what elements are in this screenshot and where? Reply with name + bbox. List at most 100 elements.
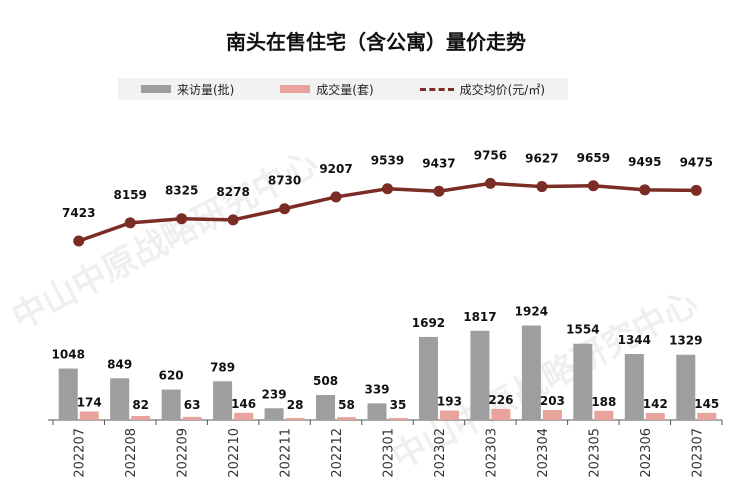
- data-label-visits: 1924: [515, 305, 548, 319]
- bar-deals: [645, 413, 665, 420]
- point-price: [484, 177, 496, 189]
- legend-label-deals: 成交量(套): [316, 82, 374, 97]
- x-tick-label: 202211: [279, 428, 294, 478]
- point-price: [639, 184, 651, 196]
- bar-deals: [234, 412, 254, 420]
- bar-deals: [542, 410, 562, 420]
- data-label-visits: 1048: [52, 348, 85, 362]
- bar-deals: [285, 418, 305, 420]
- x-tick-label: 202301: [382, 428, 397, 478]
- bar-deals: [388, 418, 408, 420]
- x-tick-label: 202302: [433, 428, 448, 478]
- data-label-price: 9539: [371, 154, 404, 168]
- data-label-price: 9627: [525, 152, 558, 166]
- bar-visits: [676, 354, 696, 420]
- legend-swatch-visits: [140, 85, 171, 93]
- bar-visits: [213, 381, 233, 420]
- data-label-price: 7423: [62, 206, 95, 220]
- point-price: [176, 213, 188, 225]
- x-tick-label: 202208: [124, 428, 139, 478]
- point-price: [227, 214, 239, 226]
- bar-visits: [316, 395, 336, 420]
- data-label-price: 9437: [422, 156, 455, 170]
- x-tick-label: 202306: [639, 428, 654, 478]
- legend-swatch-deals: [280, 85, 311, 93]
- data-label-visits: 789: [210, 360, 235, 374]
- bar-visits: [470, 330, 490, 420]
- bar-visits: [110, 378, 130, 420]
- bar-deals: [131, 415, 151, 420]
- data-label-deals: 63: [184, 398, 201, 412]
- data-label-price: 9207: [319, 162, 352, 176]
- data-label-price: 8159: [113, 188, 146, 202]
- point-price: [124, 217, 136, 229]
- data-label-deals: 188: [591, 395, 616, 409]
- x-tick-label: 202303: [484, 428, 499, 478]
- bar-visits: [624, 354, 644, 420]
- data-label-price: 9495: [628, 155, 661, 169]
- point-price: [382, 183, 393, 195]
- data-label-price: 9659: [577, 151, 610, 165]
- data-label-visits: 339: [364, 382, 389, 396]
- watermark-text: 中山中原战略研究中心: [5, 143, 324, 338]
- point-price: [587, 180, 599, 192]
- data-label-visits: 508: [313, 374, 338, 388]
- data-label-deals: 146: [231, 397, 256, 411]
- x-tick-label: 202210: [227, 428, 242, 478]
- point-price: [279, 203, 291, 215]
- data-label-visits: 1554: [566, 323, 599, 337]
- data-label-deals: 174: [77, 395, 102, 409]
- data-label-visits: 1329: [669, 334, 702, 348]
- data-label-price: 8278: [216, 185, 249, 199]
- data-label-deals: 142: [643, 397, 668, 411]
- bar-deals: [491, 408, 511, 420]
- x-tick-label: 202307: [690, 428, 705, 478]
- bar-visits: [264, 408, 284, 420]
- bar-deals: [79, 411, 99, 420]
- chart-title: 南头在售住宅（含公寓）量价走势: [226, 30, 526, 54]
- legend-item-deals: 成交量(套): [280, 81, 374, 98]
- bar-visits: [367, 403, 387, 420]
- data-label-deals: 35: [390, 398, 407, 412]
- data-label-deals: 193: [437, 395, 462, 409]
- x-tick-label: 202304: [536, 428, 551, 478]
- x-tick-label: 202212: [330, 428, 345, 478]
- data-label-price: 9756: [474, 148, 507, 162]
- bar-visits: [521, 325, 541, 420]
- data-label-visits: 849: [107, 357, 132, 371]
- chart-legend: 来访量(批) 成交量(套) 成交均价(元/㎡): [118, 78, 568, 100]
- x-tick-label: 202207: [73, 428, 88, 478]
- legend-label-visits: 来访量(批): [176, 82, 235, 97]
- x-tick-label: 202209: [176, 428, 191, 478]
- legend-swatch-price: [419, 87, 454, 91]
- bar-deals: [439, 410, 459, 420]
- data-label-price: 8730: [268, 174, 301, 188]
- legend-label-price: 成交均价(元/㎡): [459, 82, 546, 97]
- bar-deals: [182, 416, 202, 420]
- point-price: [73, 235, 85, 247]
- data-label-deals: 58: [338, 398, 355, 412]
- bar-visits: [573, 343, 593, 420]
- data-label-deals: 145: [694, 397, 719, 411]
- x-tick-label: 202305: [587, 428, 602, 478]
- point-price: [433, 185, 445, 197]
- data-label-deals: 28: [287, 398, 304, 412]
- bar-deals: [594, 410, 614, 420]
- bar-deals: [697, 412, 717, 420]
- legend-item-visits: 来访量(批): [140, 81, 235, 98]
- data-label-visits: 1817: [463, 310, 496, 324]
- data-label-visits: 620: [159, 369, 184, 383]
- point-price: [536, 181, 548, 193]
- point-price: [330, 191, 342, 203]
- bar-visits: [58, 368, 78, 420]
- data-label-deals: 203: [540, 394, 565, 408]
- point-price: [690, 184, 702, 196]
- data-label-visits: 1692: [412, 316, 445, 330]
- bar-deals: [337, 417, 357, 420]
- data-label-price: 8325: [165, 184, 198, 198]
- data-label-deals: 226: [488, 393, 513, 407]
- bar-visits: [418, 336, 438, 420]
- legend-item-price: 成交均价(元/㎡): [419, 81, 546, 98]
